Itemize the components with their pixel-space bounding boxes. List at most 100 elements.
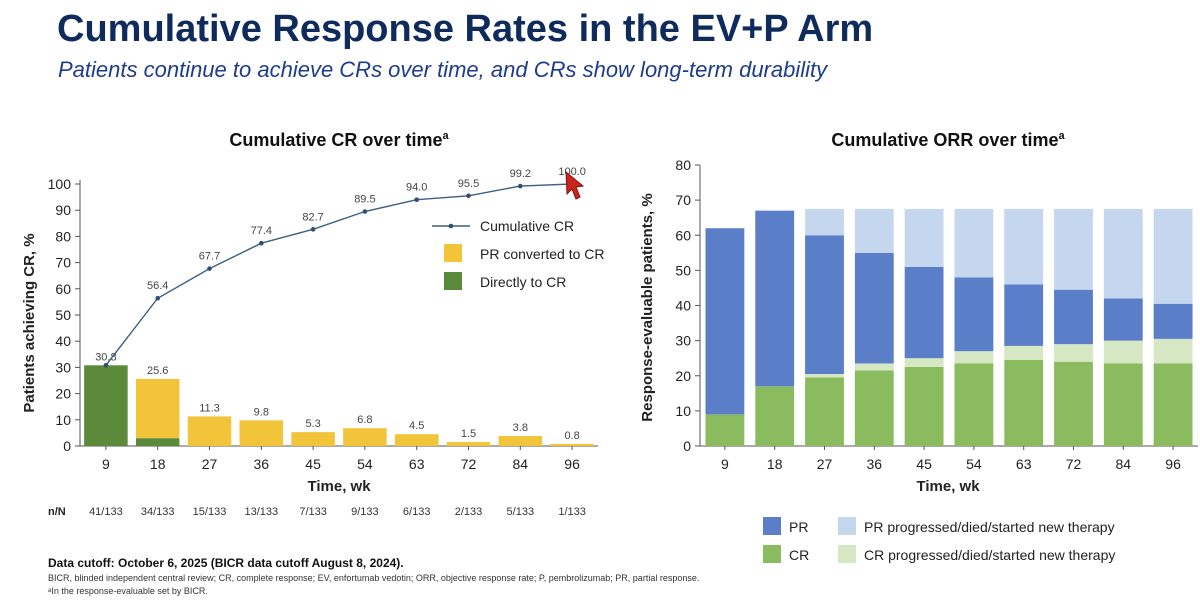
left-x-tick-label: 27 [202, 456, 218, 472]
cumulative-cr-point [362, 209, 368, 214]
bar-segment-pr [755, 210, 795, 387]
cumulative-cr-point [414, 197, 420, 203]
right-x-tick-label: 27 [817, 456, 833, 472]
right-y-tick-label: 40 [675, 298, 691, 314]
left-y-axis-title: Patients achieving CR, % [21, 233, 38, 412]
bar-directly-to-cr [84, 365, 128, 446]
nn-value: 41/133 [89, 506, 123, 518]
left-chart-title: Cumulative CR over timea [229, 130, 449, 150]
right-x-tick-label: 45 [916, 456, 932, 472]
legend-swatch-pr-progressed-died-started-new-therapy [838, 517, 856, 535]
legend-label-cr: CR [789, 547, 809, 563]
bar-segment-pr-progressed-died-started-new-therapy [805, 208, 844, 236]
legend-label-pr: PR [789, 519, 808, 535]
left-x-tick-label: 36 [254, 456, 270, 472]
bar-segment-pr [1054, 289, 1093, 345]
footer-data-cutoff: Data cutoff: October 6, 2025 (BICR data … [48, 556, 404, 570]
cumulative-cr-label: 77.4 [251, 225, 272, 237]
left-x-tick-label: 96 [564, 456, 580, 472]
left-x-tick-label: 45 [305, 456, 321, 472]
right-y-tick-label: 0 [683, 438, 691, 454]
legend-swatch-directly-to-cr [444, 272, 462, 290]
bar-data-label: 6.8 [357, 414, 372, 426]
right-x-tick-label: 9 [721, 456, 729, 472]
bar-segment-cr-progressed-died-started-new-therapy [1103, 340, 1143, 364]
cumulative-cr-point [466, 193, 471, 199]
left-y-tick-label: 80 [55, 228, 71, 244]
bar-segment-cr [1004, 359, 1044, 446]
bar-segment-cr-progressed-died-started-new-therapy [1004, 345, 1044, 360]
right-y-tick-label: 20 [675, 368, 691, 384]
cumulative-cr-label: 67.7 [199, 251, 220, 263]
red-arrow-cursor-icon [565, 170, 585, 200]
legend-label-cr-progressed-died-started-new-therapy: CR progressed/died/started new therapy [864, 547, 1115, 563]
bar-segment-cr-progressed-died-started-new-therapy [1054, 344, 1093, 362]
bar-pr-converted-to-cr [446, 442, 491, 446]
nn-value: 9/133 [351, 506, 379, 518]
cumulative-cr-point [207, 266, 212, 271]
cumulative-cr-label: 82.7 [302, 211, 323, 223]
bar-segment-pr [1004, 284, 1044, 346]
bar-segment-pr-progressed-died-started-new-therapy [904, 208, 944, 267]
slide-subtitle: Patients continue to achieve CRs over ti… [58, 57, 828, 82]
legend-label-cumulative-cr: Cumulative CR [480, 218, 574, 234]
bar-pr-converted-to-cr [550, 443, 594, 446]
bar-segment-pr [805, 235, 844, 374]
bar-pr-converted-to-cr [187, 416, 232, 446]
left-y-tick-label: 30 [55, 359, 71, 375]
cumulative-cr-point [518, 183, 523, 189]
bar-pr-converted-to-cr [343, 428, 387, 446]
footer-footnote: ᵃIn the response-evaluable set by BICR. [48, 586, 208, 596]
bar-segment-cr-progressed-died-started-new-therapy [854, 363, 894, 371]
bar-segment-pr [705, 228, 745, 415]
nn-value: 2/133 [455, 506, 483, 518]
cumulative-cr-label: 94.0 [406, 182, 427, 194]
bar-pr-converted-to-cr [394, 434, 439, 446]
cumulative-cr-point [155, 295, 160, 301]
cumulative-cr-label: 95.5 [458, 178, 479, 190]
bar-segment-cr-progressed-died-started-new-therapy [904, 358, 944, 367]
cumulative-cr-point [310, 227, 316, 232]
bar-segment-cr [954, 363, 994, 446]
cumulative-cr-point [103, 363, 109, 368]
left-y-tick-label: 10 [55, 412, 71, 428]
right-y-tick-label: 30 [675, 333, 691, 349]
left-y-tick-label: 40 [55, 333, 71, 349]
left-x-tick-label: 84 [513, 456, 529, 472]
bar-segment-cr [1054, 361, 1093, 446]
right-y-tick-label: 70 [675, 192, 691, 208]
right-x-tick-label: 18 [767, 456, 783, 472]
legend-swatch-cr [763, 545, 781, 563]
bar-segment-cr-progressed-died-started-new-therapy [954, 351, 994, 364]
right-x-tick-label: 36 [867, 456, 883, 472]
legend-label-pr-progressed-died-started-new-therapy: PR progressed/died/started new therapy [864, 519, 1115, 535]
legend-swatch-cr-progressed-died-started-new-therapy [838, 545, 856, 563]
left-y-tick-label: 20 [55, 386, 71, 402]
bar-data-label: 0.8 [564, 430, 579, 442]
bar-segment-cr-progressed-died-started-new-therapy [805, 373, 844, 378]
right-x-tick-label: 96 [1165, 456, 1181, 472]
bar-segment-pr-progressed-died-started-new-therapy [1153, 208, 1193, 304]
left-y-tick-label: 70 [55, 255, 71, 271]
bar-data-label: 25.6 [147, 365, 168, 377]
bar-data-label: 1.5 [461, 428, 476, 440]
bar-segment-pr [1103, 298, 1143, 341]
legend-swatch-pr-converted [444, 244, 462, 262]
nn-row-label: n/N [48, 506, 66, 518]
bar-segment-pr-progressed-died-started-new-therapy [1054, 208, 1093, 290]
left-y-tick-label: 0 [63, 438, 71, 454]
right-y-tick-label: 60 [675, 227, 691, 243]
bar-pr-converted-to-cr [498, 436, 543, 446]
nn-value: 13/133 [244, 506, 278, 518]
left-x-tick-label: 9 [102, 456, 110, 472]
left-y-tick-label: 60 [55, 281, 71, 297]
bar-data-label: 3.8 [513, 422, 528, 434]
bar-segment-pr [1153, 303, 1193, 339]
nn-value: 1/133 [558, 506, 586, 518]
right-y-tick-label: 50 [675, 262, 691, 278]
bar-segment-pr [904, 266, 944, 359]
bar-segment-pr-progressed-died-started-new-therapy [854, 208, 894, 253]
bar-segment-pr [854, 252, 894, 364]
bar-segment-cr [904, 366, 944, 446]
